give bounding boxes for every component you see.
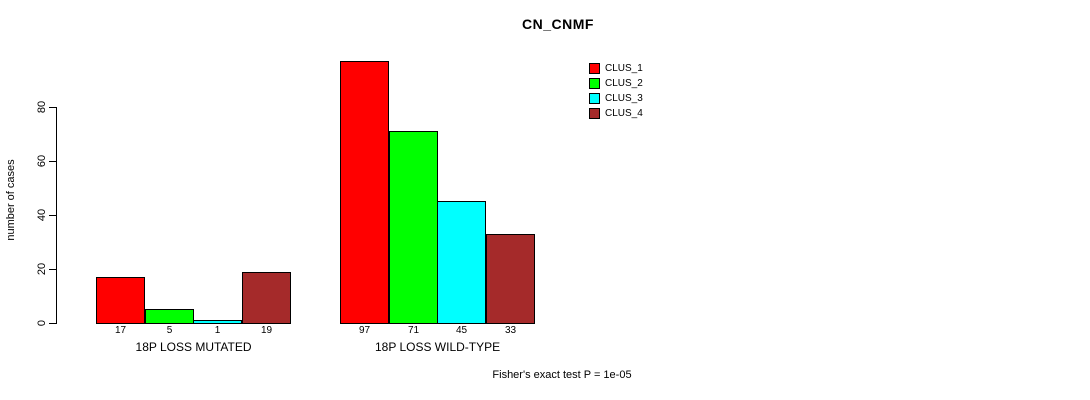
legend-swatch	[589, 63, 600, 74]
bar-value-label: 17	[114, 325, 127, 336]
y-tick-label: 60	[36, 154, 48, 168]
bar-value-label: 5	[166, 325, 173, 336]
y-tick-mark	[49, 215, 56, 216]
legend-swatch	[589, 93, 600, 104]
stat-annotation: Fisher's exact test P = 1e-05	[492, 369, 632, 381]
bar	[389, 131, 438, 324]
y-tick-mark	[49, 269, 56, 270]
legend-label: CLUS_1	[605, 63, 643, 74]
group-label: 18P LOSS WILD-TYPE	[374, 340, 501, 354]
bar	[145, 309, 194, 324]
y-tick-label: 0	[36, 319, 48, 327]
y-tick-mark	[49, 107, 56, 108]
legend-label: CLUS_2	[605, 78, 643, 89]
y-axis-label: number of cases	[5, 159, 17, 241]
bar	[437, 201, 486, 324]
y-tick-mark	[49, 323, 56, 324]
y-tick-label: 80	[36, 100, 48, 114]
bar-value-label: 1	[214, 325, 221, 336]
bar-value-label: 33	[504, 325, 517, 336]
bar	[193, 320, 242, 324]
legend-swatch	[589, 108, 600, 119]
y-tick-mark	[49, 161, 56, 162]
bar	[340, 61, 389, 324]
bar-value-label: 71	[407, 325, 420, 336]
bar	[242, 272, 291, 324]
legend-swatch	[589, 78, 600, 89]
y-tick-label: 40	[36, 208, 48, 222]
bar-value-label: 19	[260, 325, 273, 336]
bar-value-label: 45	[455, 325, 468, 336]
y-tick-label: 20	[36, 262, 48, 276]
bar	[96, 277, 145, 324]
legend-label: CLUS_4	[605, 108, 643, 119]
bar	[486, 234, 535, 324]
group-label: 18P LOSS MUTATED	[135, 340, 252, 354]
legend-label: CLUS_3	[605, 93, 643, 104]
chart-title: CN_CNMF	[522, 16, 594, 32]
bar-value-label: 97	[358, 325, 371, 336]
y-axis-line	[56, 107, 57, 324]
